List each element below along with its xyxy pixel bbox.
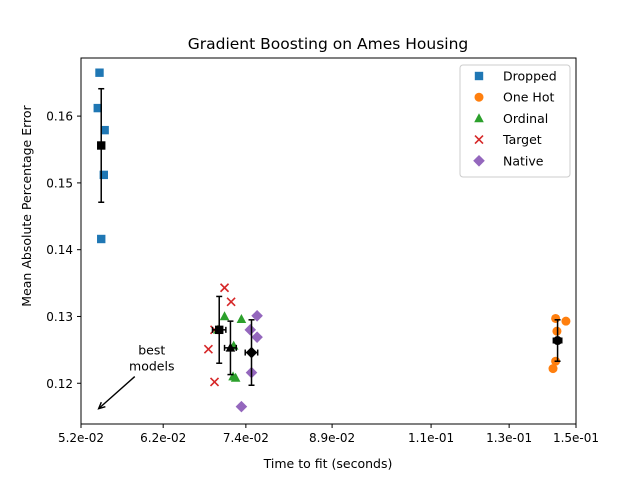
data-point — [235, 400, 248, 413]
annotation-text: models — [129, 359, 174, 374]
legend-entry-dropped: Dropped — [474, 69, 557, 84]
data-point — [219, 283, 230, 293]
x-tick-label: 7.4e-02 — [223, 431, 269, 445]
marker-stroke — [226, 297, 236, 307]
x-tick-label: 1.5e-01 — [553, 431, 599, 445]
mean-marker — [245, 346, 258, 359]
data-point — [93, 103, 102, 113]
data-point — [548, 364, 558, 374]
data-point — [561, 316, 571, 326]
mean-marker — [553, 336, 563, 346]
legend-marker — [474, 113, 484, 123]
legend-marker — [474, 92, 484, 102]
data-point — [99, 170, 108, 180]
legend-label: One Hot — [503, 90, 554, 105]
legend: Dropped One Hot Ordinal Target Native — [459, 64, 571, 178]
legend-entry-native: Native — [473, 153, 544, 168]
data-point — [251, 331, 263, 343]
annotation-arrow — [98, 376, 136, 410]
data-point — [551, 313, 561, 323]
legend-label: Ordinal — [503, 111, 548, 126]
marker-stroke — [209, 377, 220, 387]
legend-label: Native — [503, 153, 544, 168]
mean-ordinal — [223, 320, 238, 376]
legend-entry-target: Target — [474, 132, 542, 147]
axes: 5.2e-02 6.2e-02 7.4e-02 8.9e-02 1.1e-01 1.3e-… — [46, 57, 599, 445]
mean-one-hot — [552, 319, 563, 362]
x-tick-label: 6.2e-02 — [140, 431, 186, 445]
chart-title: Gradient Boosting on Ames Housing — [188, 35, 469, 53]
mean-marker — [215, 325, 224, 335]
data-point — [203, 344, 213, 354]
data-point — [244, 324, 257, 336]
legend-label: Dropped — [503, 69, 557, 84]
mean-marker — [225, 342, 236, 352]
data-point — [219, 311, 230, 321]
x-tick-label: 8.9e-02 — [309, 431, 355, 445]
y-tick-label: 0.16 — [46, 110, 73, 124]
data-point — [236, 313, 247, 323]
data-point — [100, 125, 109, 135]
marker-stroke — [219, 283, 230, 293]
data-point — [230, 372, 241, 382]
data-point — [95, 68, 104, 77]
mean-marker — [97, 141, 106, 150]
x-tick-label: 1.3e-01 — [486, 431, 532, 445]
marker-stroke — [474, 135, 484, 145]
x-tick-label: 5.2e-02 — [58, 431, 104, 445]
legend-entry-one-hot: One Hot — [474, 90, 554, 105]
legend-marker — [474, 135, 484, 145]
x-tick-label: 1.1e-01 — [408, 431, 454, 445]
legend-entry-ordinal: Ordinal — [474, 111, 548, 126]
legend-marker — [474, 71, 484, 81]
legend-box — [459, 64, 571, 178]
data-point — [226, 297, 236, 307]
axes-frame — [80, 57, 577, 425]
data-point — [209, 377, 220, 387]
marker-stroke — [203, 344, 213, 354]
y-tick-label: 0.14 — [46, 243, 73, 257]
legend-label: Target — [502, 132, 542, 147]
legend-marker — [473, 155, 485, 167]
y-tick-label: 0.12 — [46, 377, 73, 391]
series-native — [235, 310, 263, 413]
series-dropped — [93, 68, 109, 244]
annotation-text: best — [138, 343, 165, 358]
mean-target — [211, 295, 227, 364]
data-point — [97, 234, 106, 244]
y-tick-label: 0.15 — [46, 176, 73, 190]
data-point — [251, 310, 263, 322]
annotation-arrowhead — [97, 401, 106, 410]
y-axis-label: Mean Absolute Percentage Error — [19, 104, 34, 306]
y-tick-label: 0.13 — [46, 310, 73, 324]
mean-dropped — [97, 87, 106, 204]
x-axis-label: Time to fit (seconds) — [263, 456, 393, 471]
mean-native — [244, 319, 259, 387]
